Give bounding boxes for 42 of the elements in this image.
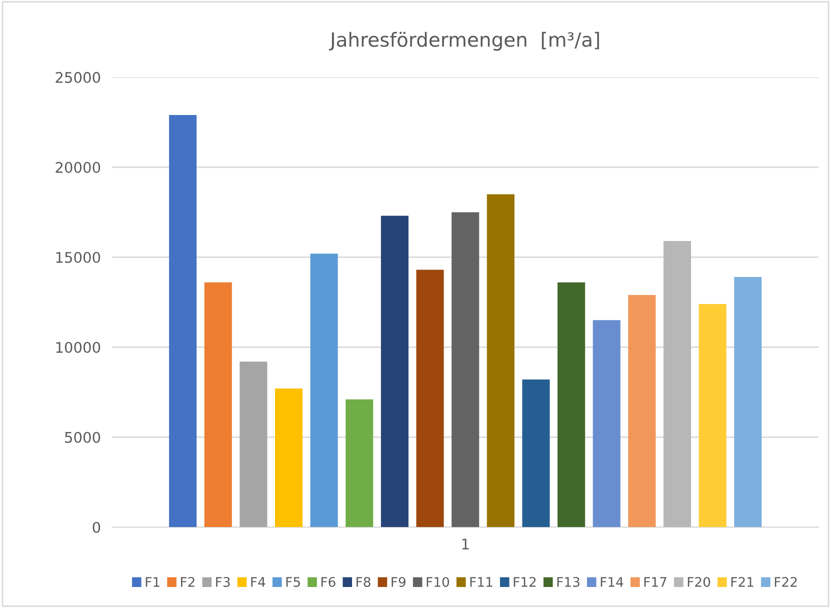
legend-label: F1 — [146, 577, 160, 587]
bar — [275, 388, 303, 528]
bar — [169, 115, 197, 528]
legend-label: F8 — [356, 576, 370, 587]
legend-label: F3 — [216, 576, 230, 587]
bar — [558, 282, 586, 528]
x-tick-label: 1 — [462, 538, 469, 550]
legend-label: F6 — [321, 576, 336, 587]
bar — [734, 276, 762, 528]
legend-label: F20 — [688, 576, 710, 587]
y-tick-label: 20000 — [56, 162, 100, 173]
bar — [240, 362, 268, 528]
bar — [452, 212, 480, 528]
legend-label: F11 — [470, 577, 492, 587]
y-tick-label: 5000 — [65, 432, 100, 443]
chart-title: Jahresfördermengen [m³/a] — [329, 32, 599, 51]
bar — [346, 399, 374, 528]
legend-label: F2 — [181, 576, 194, 587]
legend-label: F13 — [557, 576, 580, 587]
bar — [204, 282, 232, 528]
y-tick-label: 15000 — [56, 252, 100, 263]
bar — [310, 254, 338, 528]
legend-label: F10 — [426, 576, 450, 587]
bar — [592, 320, 620, 528]
legend-label: F22 — [774, 576, 797, 587]
legend-label: F17 — [644, 577, 666, 587]
legend-label: F5 — [286, 577, 300, 587]
bar — [663, 240, 692, 528]
legend-label: F21 — [731, 576, 754, 587]
bar — [628, 294, 656, 528]
bar — [522, 380, 550, 528]
bar — [698, 304, 726, 528]
legend-label: F14 — [600, 577, 624, 587]
y-tick-label: 10000 — [56, 342, 100, 353]
legend-label: F12 — [514, 576, 536, 587]
y-tick-label: 25000 — [56, 72, 100, 83]
bar — [380, 216, 408, 528]
legend-label: F9 — [392, 576, 406, 587]
bar — [416, 270, 444, 528]
legend-label: F4 — [251, 577, 266, 587]
y-tick-label: 0 — [92, 522, 100, 533]
bar — [486, 194, 514, 528]
